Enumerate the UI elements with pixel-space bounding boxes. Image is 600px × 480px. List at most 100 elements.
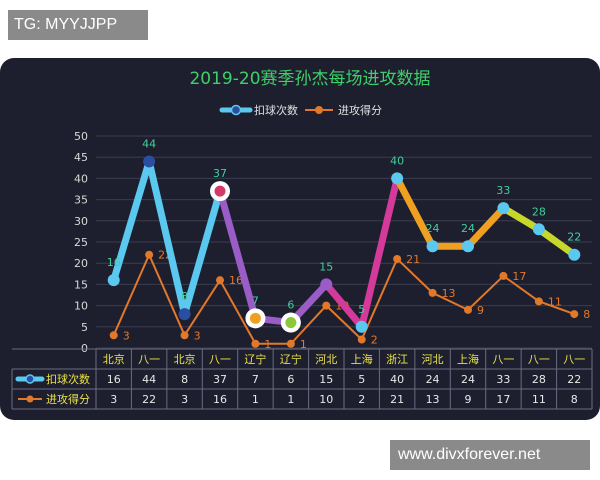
- data-label-score: 3: [123, 329, 130, 342]
- legend: 扣球次数 进攻得分: [219, 103, 382, 117]
- table-cell-spikes: 24: [461, 373, 475, 386]
- data-label-score: 9: [477, 304, 484, 317]
- y-tick-label: 35: [74, 194, 88, 207]
- table-row-header: 进攻得分: [46, 392, 90, 406]
- data-label-score: 13: [442, 287, 456, 300]
- data-label-spikes: 28: [532, 205, 546, 218]
- watermark-top: TG: MYYJJPP: [8, 10, 148, 40]
- data-label-spikes: 24: [461, 222, 475, 235]
- x-tick-label: 上海: [351, 352, 373, 366]
- x-tick-label: 北京: [103, 352, 125, 366]
- data-label-spikes: 24: [426, 222, 440, 235]
- data-label-score: 21: [406, 253, 420, 266]
- data-label-spikes: 5: [358, 303, 365, 316]
- data-label-spikes: 8: [181, 290, 188, 303]
- data-point-score: [357, 335, 366, 344]
- data-point-spikes: [497, 202, 510, 215]
- y-tick-label: 50: [74, 130, 88, 143]
- data-point-score: [251, 339, 260, 348]
- data-label-spikes: 15: [319, 260, 333, 273]
- table-cell-score: 3: [181, 393, 188, 406]
- x-tick-label: 八一: [209, 353, 231, 366]
- table-cell-spikes: 40: [390, 373, 404, 386]
- table-cell-score: 21: [390, 393, 404, 406]
- table-cell-score: 8: [571, 393, 578, 406]
- data-point-spikes: [214, 185, 226, 197]
- y-tick-label: 5: [81, 321, 88, 334]
- x-tick-label: 八一: [528, 353, 550, 366]
- grid: [96, 135, 592, 349]
- series-segment-spikes: [110, 157, 153, 284]
- x-tick-label: 上海: [457, 352, 479, 366]
- y-tick-label: 15: [74, 278, 88, 291]
- table-cell-spikes: 28: [532, 373, 546, 386]
- x-tick-label: 浙江: [386, 353, 408, 366]
- data-point-score: [570, 310, 579, 319]
- data-point-spikes: [285, 317, 297, 329]
- data-point-score: [499, 271, 508, 280]
- y-tick-label: 10: [74, 300, 88, 313]
- y-axis: 05101520253035404550: [74, 130, 88, 355]
- data-point-spikes: [462, 240, 474, 253]
- table-cell-score: 11: [532, 393, 546, 406]
- x-tick-label: 八一: [563, 353, 585, 366]
- table-cell-score: 1: [287, 393, 294, 406]
- data-label-score: 1: [264, 338, 271, 351]
- x-tick-label: 北京: [174, 352, 196, 366]
- data-point-score: [216, 276, 224, 285]
- data-point-score: [145, 250, 154, 259]
- y-tick-label: 20: [74, 257, 88, 270]
- legend-label: 进攻得分: [338, 103, 382, 117]
- x-tick-label: 河北: [315, 353, 337, 366]
- data-point-spikes: [143, 155, 156, 168]
- table-row-header: 扣球次数: [46, 372, 90, 386]
- data-point-spikes: [249, 312, 261, 324]
- data-label-score: 11: [548, 295, 562, 308]
- data-point-score: [180, 331, 189, 340]
- series-segment-spikes: [535, 225, 578, 259]
- data-point-score: [286, 339, 295, 348]
- data-point-spikes: [178, 308, 191, 321]
- data-point-score: [464, 305, 472, 314]
- data-point-score: [393, 254, 402, 263]
- table-cell-score: 16: [213, 393, 227, 406]
- legend-item-spikes: 扣球次数: [219, 103, 298, 117]
- chart-panel: [0, 58, 600, 420]
- data-point-spikes: [320, 278, 333, 291]
- data-point-spikes: [107, 274, 120, 287]
- data-label-spikes: 33: [496, 184, 510, 197]
- table-row-marker: [25, 374, 35, 384]
- data-point-score: [534, 297, 543, 306]
- table-cell-spikes: 7: [252, 373, 259, 386]
- data-label-spikes: 44: [142, 137, 156, 150]
- table-cell-spikes: 5: [358, 373, 365, 386]
- series-line-score: [112, 252, 575, 345]
- data-label-score: 8: [583, 308, 590, 321]
- y-tick-label: 30: [74, 215, 88, 228]
- data-label-spikes: 7: [252, 294, 259, 307]
- legend-label: 扣球次数: [254, 103, 298, 117]
- legend-marker: [230, 104, 242, 116]
- data-point-spikes: [426, 240, 439, 253]
- data-label-score: 1: [300, 338, 307, 351]
- table-cell-score: 2: [358, 393, 365, 406]
- series-segment-spikes: [464, 204, 507, 250]
- data-label-score: 3: [194, 329, 201, 342]
- x-tick-label: 八一: [138, 353, 160, 366]
- chart-title: 2019-20赛季孙杰每场进攻数据: [189, 68, 430, 89]
- table-cell-spikes: 6: [287, 373, 294, 386]
- data-label-score: 16: [229, 274, 243, 287]
- data-label-score: 2: [371, 334, 378, 347]
- series-segment-spikes: [499, 204, 543, 233]
- table-cell-spikes: 33: [496, 373, 510, 386]
- series-spikes: 16 44 8 37 7 6 15 5 40 24 24 33 28 22: [107, 137, 581, 333]
- data-label-spikes: 22: [567, 231, 581, 244]
- series-segment-spikes: [322, 280, 366, 331]
- table-cell-score: 10: [319, 393, 333, 406]
- y-tick-label: 45: [74, 151, 88, 164]
- table-cell-score: 9: [465, 393, 472, 406]
- data-label-score: 17: [512, 270, 526, 283]
- table-cell-score: 3: [110, 393, 117, 406]
